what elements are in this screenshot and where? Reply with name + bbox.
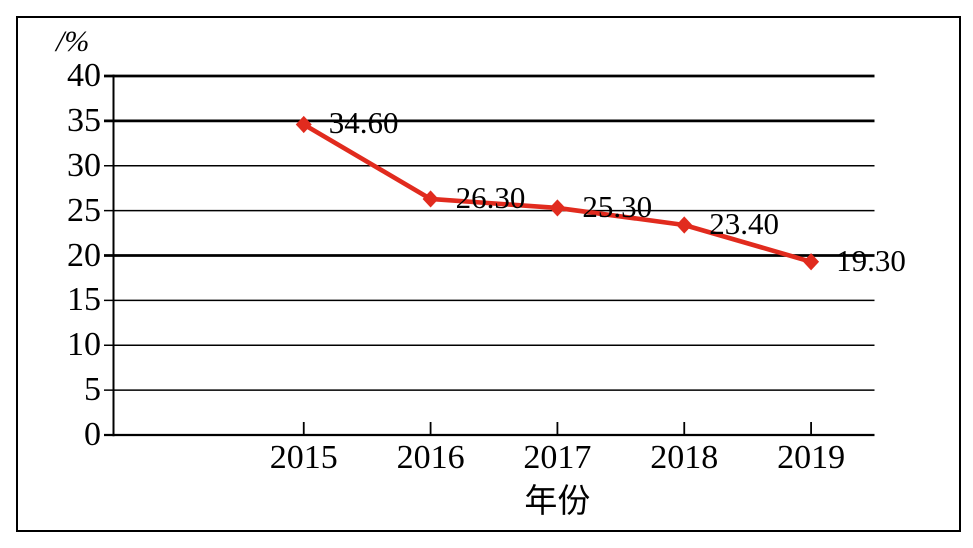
data-point-marker: [295, 115, 312, 134]
chart-frame: [16, 16, 961, 532]
data-point-marker: [676, 216, 693, 234]
data-point-marker: [422, 190, 439, 208]
data-point-marker: [803, 253, 820, 271]
data-point-marker: [549, 199, 566, 217]
series-line: [301, 122, 814, 265]
